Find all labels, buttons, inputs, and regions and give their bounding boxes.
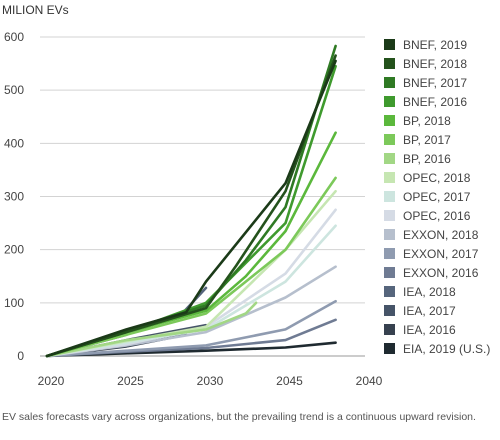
- y-tick-label: 200: [4, 243, 24, 257]
- y-tick-label: 400: [4, 136, 24, 150]
- legend-swatch: [384, 58, 395, 69]
- y-tick-label: 0: [17, 349, 24, 363]
- legend-swatch: [384, 210, 395, 221]
- legend-label: OPEC, 2017: [403, 190, 471, 204]
- legend-label: IEA, 2016: [403, 323, 456, 337]
- legend-swatch: [384, 96, 395, 107]
- legend-swatch: [384, 153, 395, 164]
- legend-swatch: [384, 248, 395, 259]
- x-tick-label: 2040: [356, 374, 383, 388]
- legend-label: IEA, 2017: [403, 304, 456, 318]
- y-tick-label: 100: [4, 296, 24, 310]
- y-axis-title: MILION EVs: [2, 3, 69, 17]
- legend-swatch: [384, 39, 395, 50]
- x-tick-label: 2030: [197, 374, 224, 388]
- legend-swatch: [384, 77, 395, 88]
- legend-label: BP, 2018: [403, 114, 451, 128]
- x-tick-label: 2025: [117, 374, 144, 388]
- legend-label: EIA, 2019 (U.S.): [403, 342, 490, 356]
- legend-swatch: [384, 134, 395, 145]
- series-line: [45, 301, 258, 358]
- legend-label: BP, 2016: [403, 152, 451, 166]
- y-tick-label: 500: [4, 83, 24, 97]
- legend-swatch: [384, 286, 395, 297]
- legend-label: EXXON, 2017: [403, 247, 479, 261]
- y-tick-label: 300: [4, 190, 24, 204]
- line-chart: 0 100 200 300 400 500 600 2020 2025 2030 2045 2040 B…: [4, 30, 490, 388]
- legend-swatch: [384, 267, 395, 278]
- legend-label: EXXON, 2016: [403, 266, 479, 280]
- y-tick-label: 600: [4, 30, 24, 44]
- legend-label: BNEF, 2016: [403, 95, 467, 109]
- series-line: [45, 59, 337, 358]
- legend-label: BNEF, 2018: [403, 57, 467, 71]
- series-line: [45, 54, 337, 358]
- x-tick-label: 2045: [276, 374, 303, 388]
- series-line: [45, 299, 337, 358]
- legend-label: BNEF, 2017: [403, 76, 467, 90]
- legend-swatch: [384, 172, 395, 183]
- legend-label: OPEC, 2018: [403, 171, 471, 185]
- legend-label: OPEC, 2016: [403, 209, 471, 223]
- series-line: [45, 176, 337, 358]
- legend-label: BP, 2017: [403, 133, 451, 147]
- legend-swatch: [384, 343, 395, 354]
- x-tick-label: 2020: [38, 374, 65, 388]
- legend-label: BNEF, 2019: [403, 38, 467, 52]
- legend-label: EXXON, 2018: [403, 228, 479, 242]
- legend-swatch: [384, 324, 395, 335]
- legend-label: IEA, 2018: [403, 285, 456, 299]
- chart-caption: EV sales forecasts vary across organizat…: [2, 411, 476, 423]
- legend-swatch: [384, 115, 395, 126]
- legend-swatch: [384, 305, 395, 316]
- legend-swatch: [384, 191, 395, 202]
- legend-swatch: [384, 229, 395, 240]
